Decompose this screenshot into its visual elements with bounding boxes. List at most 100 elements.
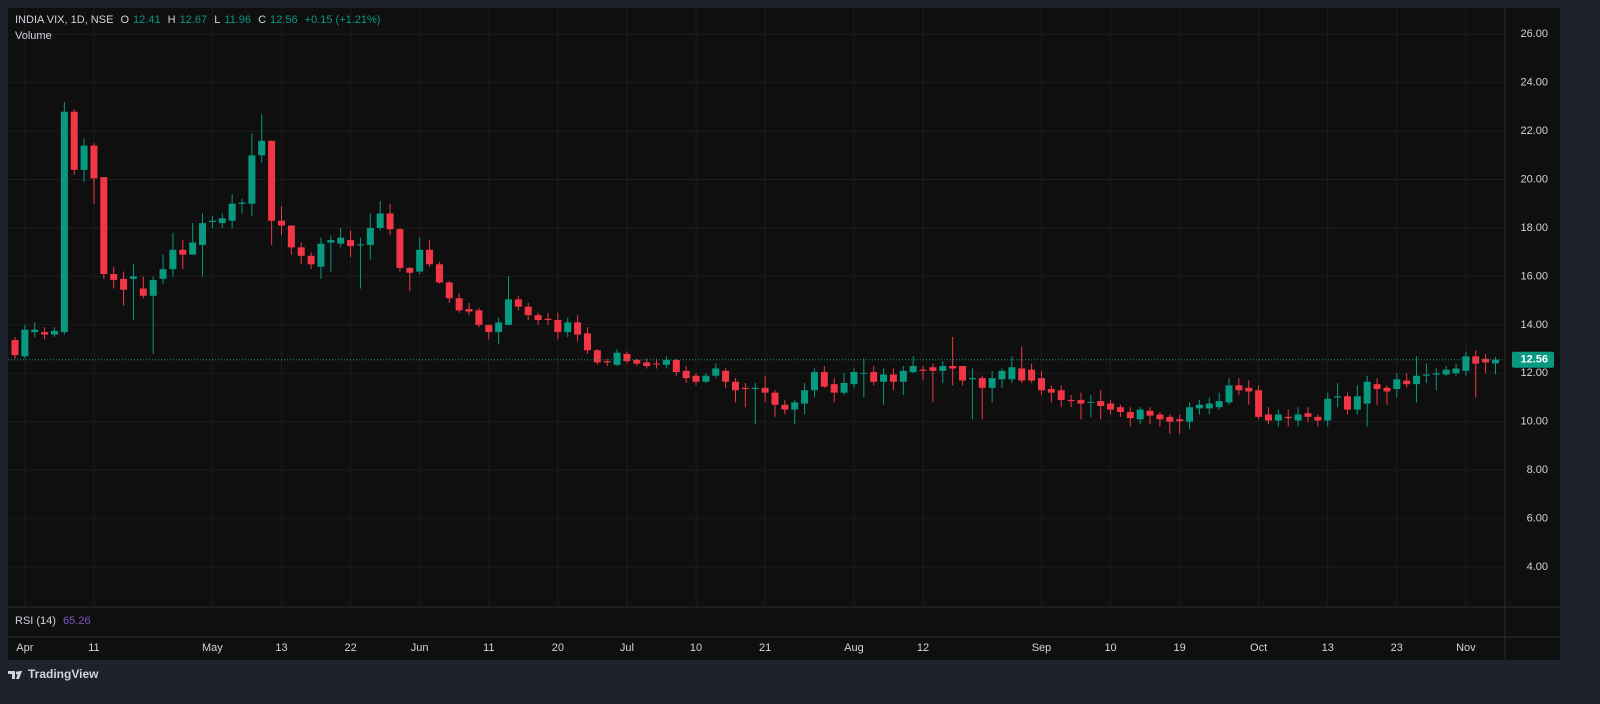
candle-body bbox=[781, 404, 789, 410]
candle-body bbox=[1482, 358, 1490, 363]
tv-logo bbox=[8, 671, 22, 679]
candle-body bbox=[1403, 380, 1411, 385]
candle-body bbox=[455, 298, 463, 311]
candle-body bbox=[1373, 384, 1381, 390]
candle-body bbox=[347, 240, 355, 247]
candle-body bbox=[1116, 407, 1124, 413]
last-price-box bbox=[1512, 351, 1554, 368]
candle-body bbox=[1136, 409, 1144, 420]
candle-body bbox=[21, 329, 29, 357]
candle-body bbox=[1442, 369, 1450, 375]
candle-body bbox=[968, 378, 976, 380]
candle-body bbox=[366, 227, 374, 245]
candle-body bbox=[445, 282, 453, 299]
candle-body bbox=[277, 220, 285, 226]
candle-body bbox=[1383, 387, 1391, 392]
candle-body bbox=[356, 244, 364, 246]
candle-body bbox=[1255, 390, 1263, 417]
candle-body bbox=[149, 280, 157, 296]
candle-body bbox=[1205, 403, 1213, 409]
candle-body bbox=[297, 247, 305, 256]
candle-body bbox=[899, 370, 907, 382]
candle-body bbox=[1215, 401, 1223, 408]
x-tick-label: 10 bbox=[1104, 642, 1116, 654]
ohlc-value: 11.96 bbox=[224, 14, 252, 26]
candle-body bbox=[70, 111, 78, 170]
candle-body bbox=[1047, 389, 1055, 393]
candle-body bbox=[514, 299, 522, 307]
candle-body bbox=[653, 363, 661, 365]
candle-body bbox=[505, 299, 512, 325]
candle-body bbox=[524, 306, 532, 316]
candle-body bbox=[426, 249, 434, 265]
candle-body bbox=[218, 218, 226, 224]
candle-body bbox=[1235, 385, 1243, 391]
candle-body bbox=[1028, 369, 1036, 381]
candle-body bbox=[248, 155, 256, 204]
candle-body bbox=[169, 249, 177, 270]
candle-body bbox=[1107, 403, 1115, 410]
candle-body bbox=[741, 387, 749, 390]
candle-body bbox=[1294, 414, 1302, 421]
candle-body bbox=[880, 374, 888, 382]
candle-body bbox=[1176, 419, 1184, 422]
candle-body bbox=[534, 315, 542, 321]
y-tick-label: 20.00 bbox=[1520, 173, 1548, 185]
candle-body bbox=[860, 372, 868, 374]
candle-body bbox=[998, 370, 1006, 380]
candle-body bbox=[810, 372, 818, 391]
candle-body bbox=[1393, 379, 1401, 390]
candle-body bbox=[1492, 359, 1499, 364]
candle-body bbox=[732, 381, 740, 391]
x-tick-label: 22 bbox=[344, 642, 356, 654]
candle-body bbox=[327, 240, 335, 243]
x-tick-label: Sep bbox=[1032, 642, 1052, 654]
x-tick-label: 11 bbox=[483, 642, 494, 654]
x-tick-label: Jun bbox=[411, 642, 429, 654]
x-tick-label: 20 bbox=[552, 642, 564, 654]
candle-body bbox=[702, 375, 710, 382]
y-tick-label: 4.00 bbox=[1527, 561, 1548, 573]
candle-body bbox=[1087, 401, 1095, 403]
candle-body bbox=[870, 372, 878, 382]
candle-body bbox=[771, 392, 779, 405]
change: +0.15 (+1.21%) bbox=[304, 14, 381, 26]
x-tick-label: 11 bbox=[88, 642, 99, 654]
symbol-title: INDIA VIX, 1D, NSE bbox=[15, 14, 114, 26]
candle-body bbox=[90, 145, 98, 179]
y-tick-label: 24.00 bbox=[1520, 77, 1548, 89]
candle-body bbox=[1156, 414, 1164, 420]
legend: INDIA VIX, 1D, NSE O 12.41 H 12.67 L 11.96 … bbox=[15, 14, 384, 26]
candles bbox=[11, 102, 1499, 434]
candle-body bbox=[1245, 387, 1253, 392]
candle-body bbox=[554, 320, 562, 333]
y-tick-label: 10.00 bbox=[1520, 416, 1548, 428]
candle-body bbox=[712, 368, 720, 376]
y-tick-label: 16.00 bbox=[1520, 270, 1548, 282]
volume-label: Volume bbox=[15, 30, 52, 42]
candle-body bbox=[11, 340, 19, 356]
ohlc-label: O bbox=[120, 14, 130, 26]
candle-body bbox=[485, 324, 493, 333]
candle-body bbox=[1018, 368, 1026, 381]
brand: TradingView bbox=[28, 667, 99, 681]
candle-body bbox=[1037, 378, 1045, 391]
candle-body bbox=[100, 177, 108, 274]
candle-body bbox=[406, 267, 414, 273]
candle-body bbox=[692, 375, 700, 382]
ohlc-value: 12.56 bbox=[270, 14, 298, 26]
candle-body bbox=[110, 273, 118, 281]
rsi-legend: RSI (14) 65.26 bbox=[15, 615, 95, 627]
x-tick-label: Apr bbox=[16, 642, 33, 654]
candle-body bbox=[1334, 396, 1342, 398]
candle-body bbox=[909, 366, 917, 373]
candle-body bbox=[31, 329, 39, 333]
candle-body bbox=[623, 353, 631, 362]
candle-body bbox=[416, 249, 424, 272]
y-tick-label: 26.00 bbox=[1520, 28, 1548, 40]
candle-body bbox=[386, 213, 394, 230]
candle-body bbox=[1057, 390, 1065, 400]
x-tick-label: 12 bbox=[917, 642, 929, 654]
rsi-value: 65.26 bbox=[63, 615, 91, 627]
